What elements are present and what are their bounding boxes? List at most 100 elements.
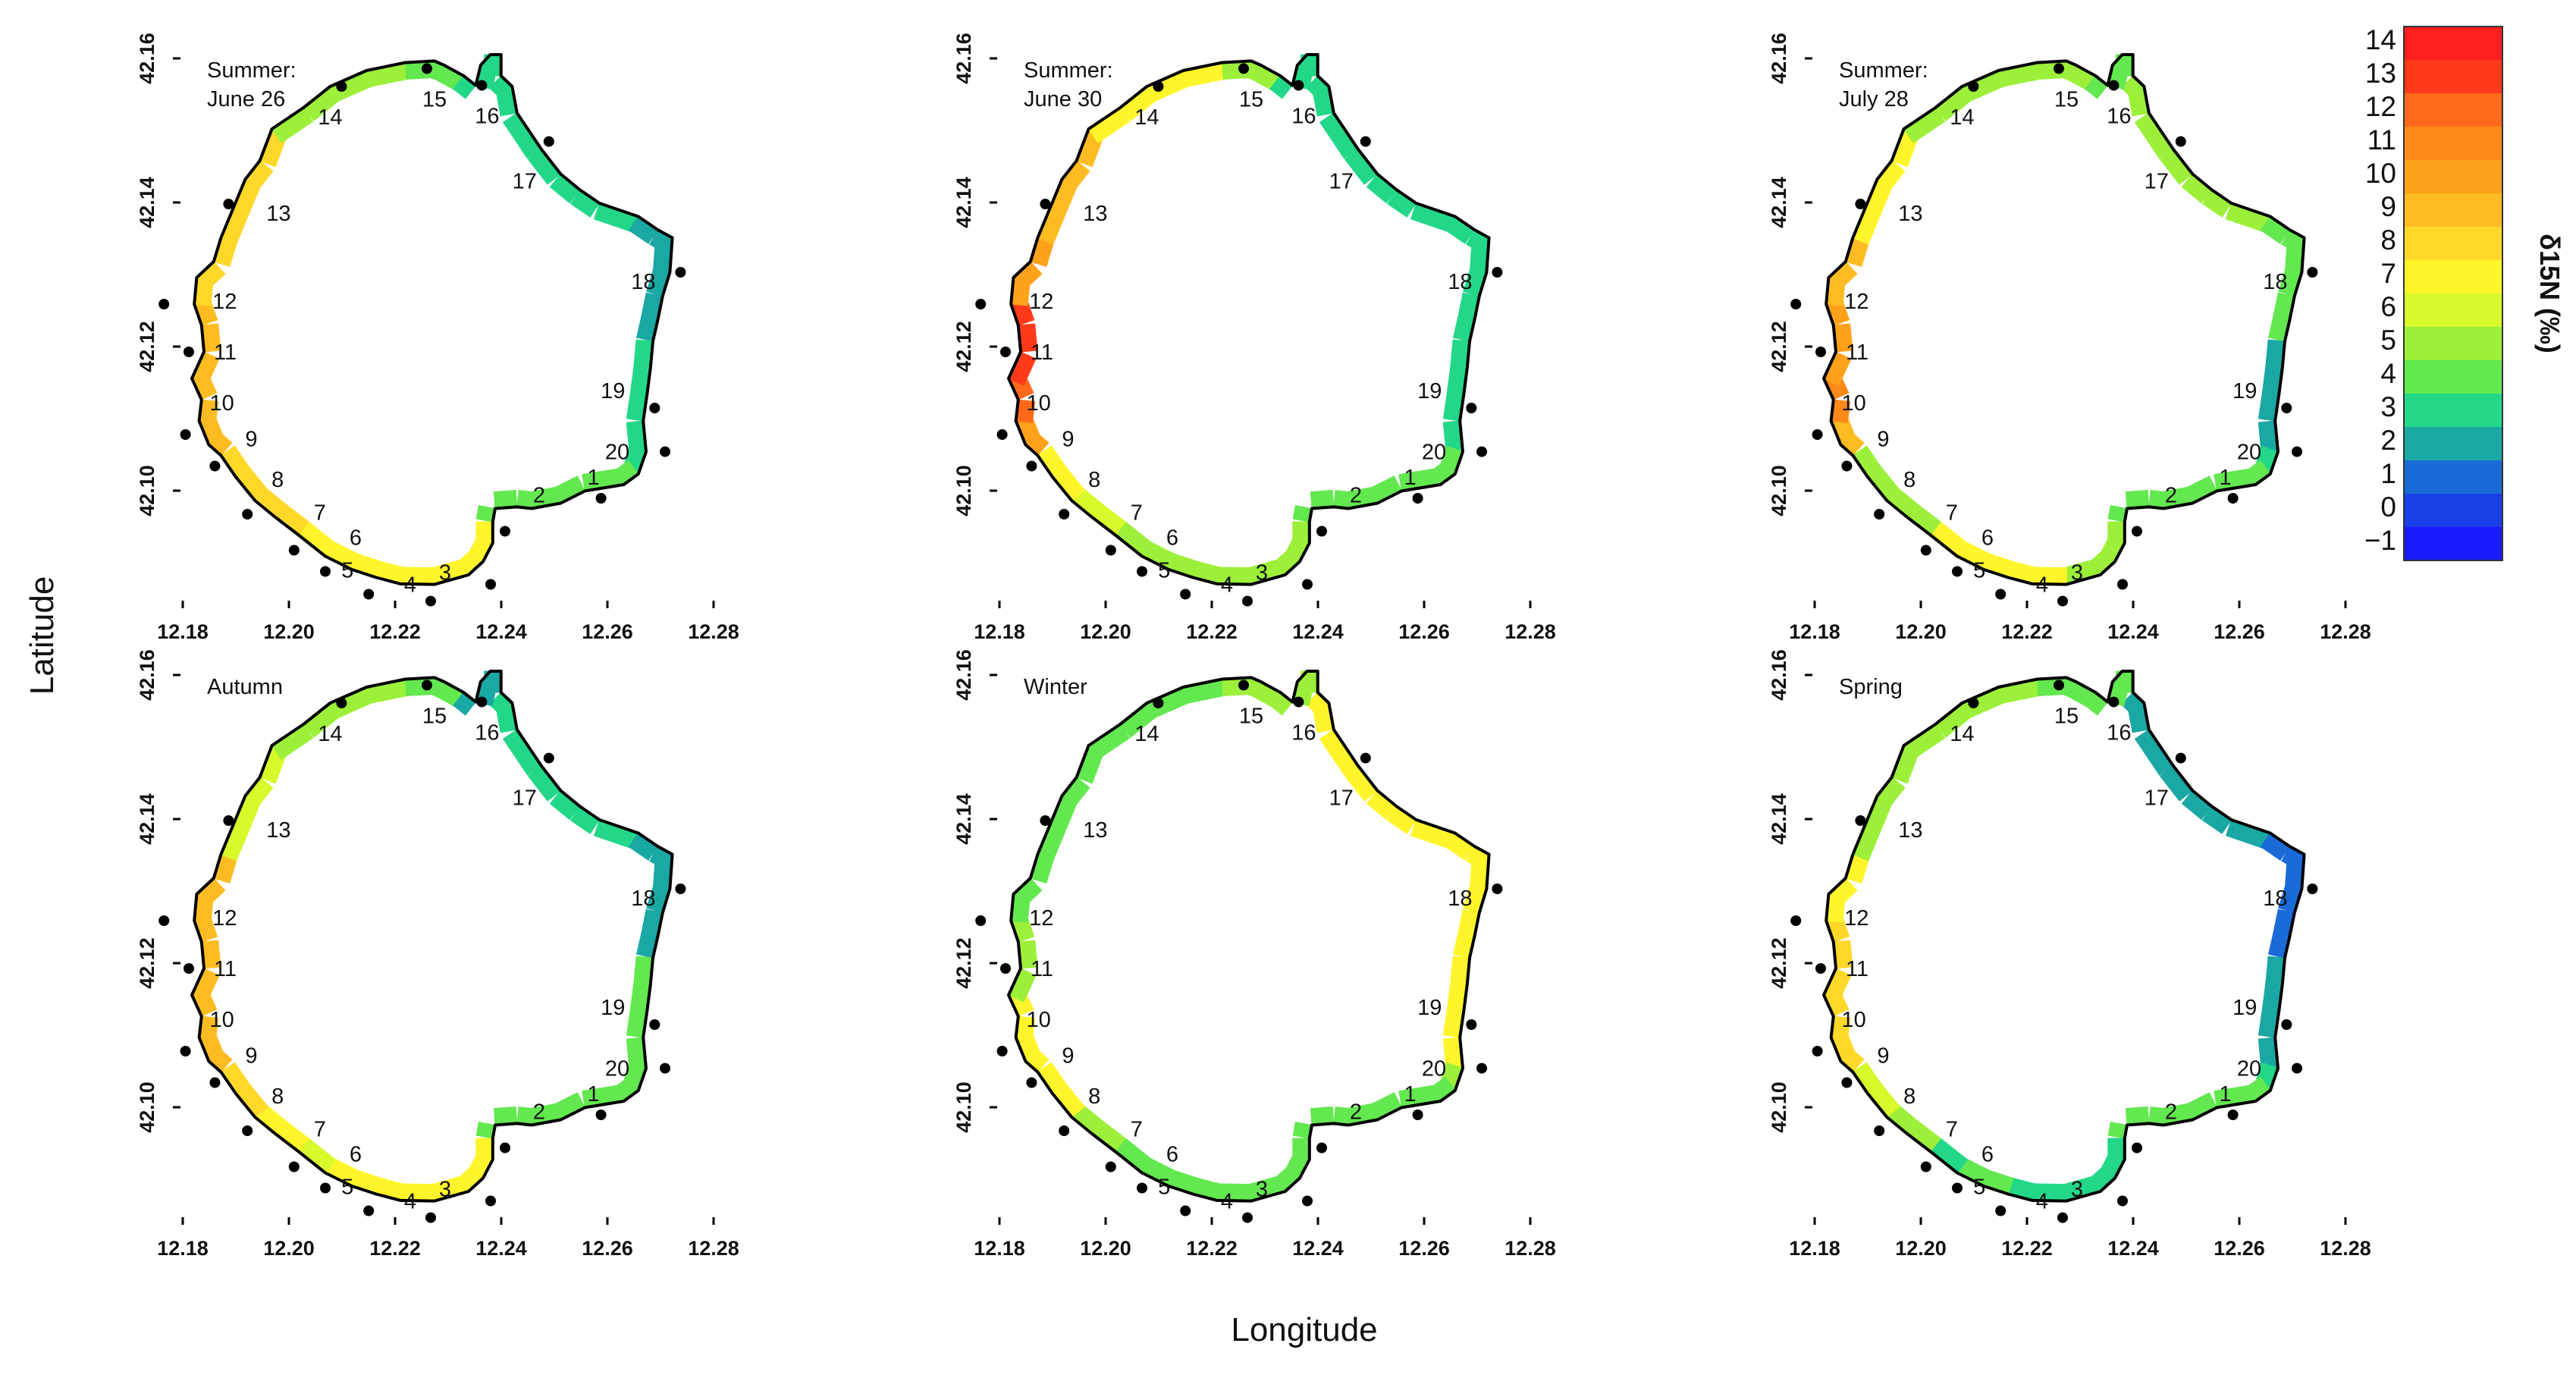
site-label-11: 11	[1031, 957, 1053, 981]
site-label-18: 18	[1448, 887, 1472, 911]
sampling-site-dot	[1466, 403, 1477, 413]
site-label-11: 11	[1031, 341, 1053, 365]
sampling-site-dot	[1815, 347, 1826, 357]
lake-outline	[1822, 670, 2306, 1203]
site-label-2: 2	[2165, 484, 2177, 508]
sampling-site-dot	[1180, 1205, 1191, 1216]
sampling-site-dot	[184, 347, 194, 357]
sampling-site-dot	[1026, 1077, 1037, 1088]
site-label-13: 13	[1898, 818, 1922, 843]
sampling-site-dot	[1812, 429, 1823, 440]
sampling-site-dot	[660, 446, 671, 457]
site-label-3: 3	[1256, 561, 1268, 585]
site-label-6: 6	[1166, 526, 1178, 551]
site-label-4: 4	[1221, 573, 1233, 598]
lake-outline	[190, 670, 674, 1203]
site-label-19: 19	[1417, 379, 1442, 403]
x-tick-label: 12.20	[1895, 620, 1947, 643]
sampling-site-dot	[485, 1195, 496, 1207]
map-panel-1: 1234567891011121314151617181920Summer:Ju…	[136, 33, 739, 643]
colorbar-label: 5	[2380, 325, 2396, 356]
sampling-site-dot	[180, 1046, 191, 1056]
site-label-14: 14	[1134, 722, 1159, 746]
site-label-3: 3	[2071, 561, 2083, 585]
sampling-site-dot	[288, 1161, 300, 1172]
shoreline-band	[1823, 54, 2305, 585]
site-label-7: 7	[1131, 501, 1143, 526]
lake-outline	[190, 53, 674, 586]
site-label-12: 12	[212, 290, 237, 314]
site-label-20: 20	[1422, 1057, 1446, 1081]
site-label-10: 10	[1841, 391, 1865, 416]
sampling-site-dot	[1137, 566, 1147, 577]
sampling-site-dot	[1874, 509, 1885, 519]
lake-outline	[1007, 53, 1491, 586]
sampling-site-dot	[476, 696, 488, 708]
sampling-site-dot	[223, 199, 234, 209]
sampling-site-dot	[422, 680, 432, 691]
sampling-site-dot	[1492, 267, 1503, 278]
sampling-site-dot	[158, 915, 170, 926]
sampling-site-dot	[1968, 81, 1979, 92]
x-tick-label: 12.22	[2001, 620, 2053, 643]
map-panel-4: 1234567891011121314151617181920Autumn12.…	[136, 649, 739, 1260]
colorbar-swatch	[2404, 494, 2502, 528]
sampling-site-dot	[363, 589, 375, 600]
site-label-9: 9	[245, 1044, 257, 1069]
colorbar-swatch	[2404, 227, 2502, 261]
y-tick-label: 42.10	[1768, 465, 1790, 516]
sampling-site-dot	[1238, 63, 1249, 74]
y-tick-label: 42.14	[952, 793, 975, 845]
y-tick-label: 42.10	[136, 1081, 158, 1133]
colorbar-label: 14	[2365, 24, 2396, 55]
y-tick-label: 42.14	[1768, 793, 1790, 845]
site-label-14: 14	[318, 722, 342, 746]
colorbar-label: 9	[2380, 191, 2396, 222]
sampling-site-dot	[1874, 1125, 1885, 1136]
sampling-site-dot	[180, 429, 191, 440]
y-tick-label: 42.10	[1768, 1081, 1790, 1133]
y-tick-label: 42.12	[952, 937, 975, 989]
shoreline-band	[1008, 670, 1490, 1202]
sampling-site-dot	[2307, 884, 2318, 894]
sampling-site-dot	[660, 1063, 671, 1074]
y-tick-label: 42.12	[136, 937, 158, 989]
site-label-15: 15	[422, 87, 447, 111]
sampling-site-dot	[1920, 545, 1931, 556]
site-label-5: 5	[341, 559, 353, 583]
y-axis-title: Latitude	[24, 576, 61, 695]
sampling-site-dot	[2281, 403, 2292, 413]
site-label-16: 16	[2107, 105, 2131, 129]
sampling-site-dot	[975, 915, 987, 926]
sampling-site-dot	[2057, 1212, 2068, 1223]
sampling-site-dot	[1855, 815, 1866, 826]
sampling-site-dot	[2108, 696, 2119, 708]
colorbar-swatch	[2404, 394, 2502, 428]
site-label-15: 15	[1239, 704, 1263, 728]
x-tick-label: 12.20	[263, 620, 315, 643]
colorbar-swatch	[2404, 93, 2502, 127]
x-tick-label: 12.28	[688, 1237, 739, 1260]
site-label-6: 6	[350, 526, 362, 551]
site-label-4: 4	[2036, 573, 2048, 598]
sampling-site-dot	[1466, 1019, 1477, 1030]
colorbar-label: 8	[2380, 224, 2396, 256]
site-label-8: 8	[1903, 1085, 1916, 1109]
site-label-18: 18	[1448, 270, 1472, 294]
site-label-8: 8	[1088, 1085, 1100, 1109]
site-label-16: 16	[1291, 721, 1316, 746]
site-label-8: 8	[271, 468, 284, 492]
colorbar-swatch	[2404, 460, 2502, 494]
sampling-site-dot	[1316, 526, 1327, 537]
sampling-site-dot	[1105, 545, 1116, 556]
sampling-site-dot	[649, 403, 660, 413]
x-tick-label: 12.18	[1789, 1237, 1840, 1260]
site-label-14: 14	[1950, 722, 1974, 746]
site-label-12: 12	[212, 906, 237, 931]
sampling-site-dot	[1000, 347, 1011, 357]
site-label-5: 5	[341, 1176, 353, 1200]
x-tick-label: 12.22	[1186, 620, 1238, 643]
colorbar-label: 11	[2367, 124, 2396, 155]
x-tick-label: 12.28	[2320, 620, 2371, 643]
